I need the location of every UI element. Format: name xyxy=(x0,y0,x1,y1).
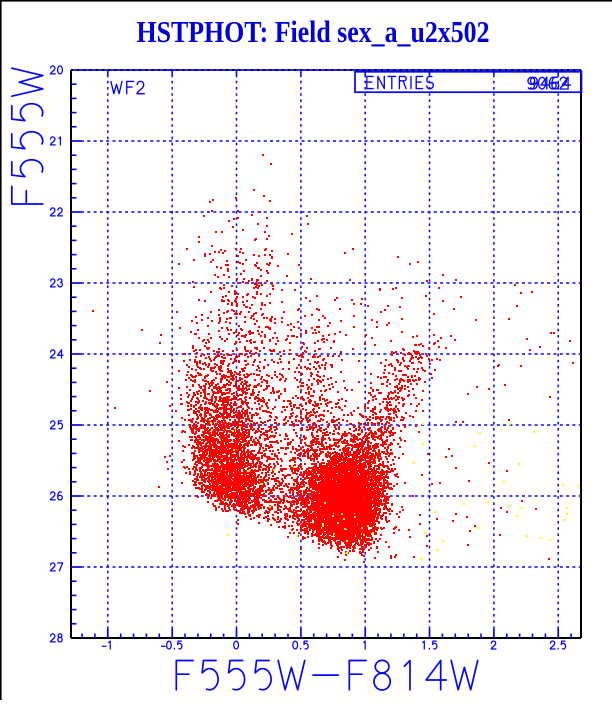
svg-text:HSTPHOT: Field sex_a_u2x502: HSTPHOT: Field sex_a_u2x502 xyxy=(137,15,490,49)
